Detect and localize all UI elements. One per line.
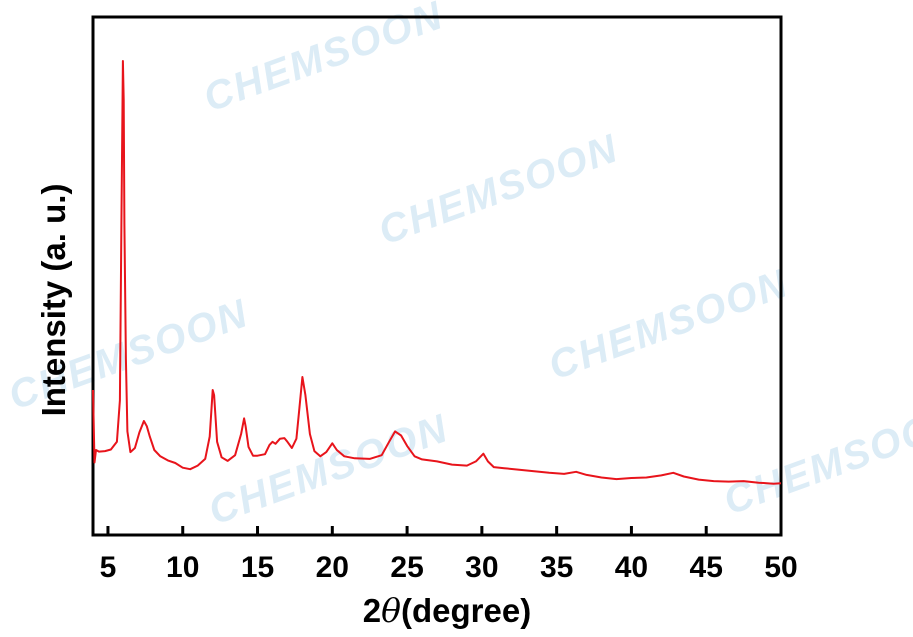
xrd-series-line — [92, 60, 782, 485]
x-tick-label: 20 — [316, 551, 349, 584]
x-tick-label: 10 — [166, 551, 199, 584]
watermark-text: CHEMSOON — [203, 406, 454, 533]
watermark-layer: CHEMSOON CHEMSOON CHEMSOON CHEMSOON CHEM… — [3, 0, 913, 533]
x-tick-label: 40 — [615, 551, 648, 584]
x-axis-title: 2θ(degree) — [363, 591, 531, 630]
x-tick-label: 25 — [390, 551, 423, 584]
watermark-text: CHEMSOON — [373, 126, 624, 253]
x-tick-label: 45 — [690, 551, 723, 584]
x-tick-label: 50 — [764, 551, 797, 584]
x-tick-label: 5 — [100, 551, 117, 584]
x-tick-label: 15 — [241, 551, 274, 584]
watermark-text: CHEMSOON — [543, 261, 794, 388]
y-axis-title: Intensity (a. u.) — [35, 184, 72, 417]
x-axis-title-theta: θ — [381, 591, 401, 630]
watermark-text: CHEMSOON — [718, 396, 913, 523]
x-axis-title-prefix: 2 — [363, 592, 381, 629]
x-axis-tick-labels: 5 10 15 20 25 30 35 40 45 50 — [100, 551, 798, 584]
x-axis-ticks — [106, 526, 783, 535]
x-tick-label: 35 — [540, 551, 573, 584]
x-tick-label: 30 — [465, 551, 498, 584]
plot-frame — [91, 15, 783, 537]
x-axis-title-suffix: (degree) — [401, 592, 531, 629]
